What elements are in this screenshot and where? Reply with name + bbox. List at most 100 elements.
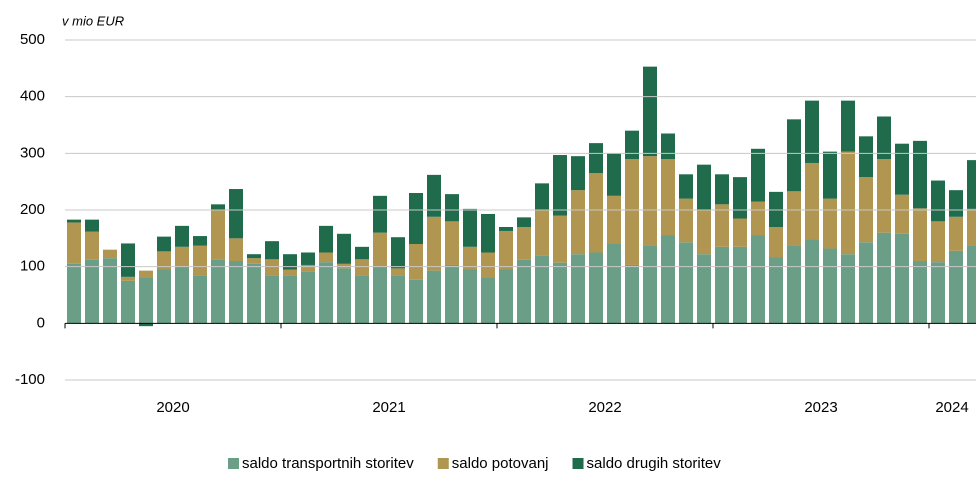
bar-segment — [913, 208, 927, 261]
bar-segment — [661, 133, 675, 159]
bar-segment — [589, 143, 603, 174]
bar-segment — [211, 204, 225, 210]
bar-segment — [805, 239, 819, 324]
legend-label: saldo potovanj — [452, 455, 549, 472]
bar-segment — [319, 225, 333, 253]
bar-segment — [139, 323, 153, 327]
bar-segment — [337, 233, 351, 264]
bar-segment — [319, 252, 333, 263]
bar-segment — [733, 177, 747, 219]
bar-segment — [589, 173, 603, 253]
bar-segment — [841, 100, 855, 152]
legend-swatch — [437, 458, 449, 469]
bar-segment — [751, 235, 765, 324]
bar-segment — [913, 140, 927, 209]
y-tick-label: 100 — [20, 258, 45, 275]
x-tick-label: 2024 — [935, 399, 968, 416]
bar-segment — [967, 160, 976, 209]
y-tick-label: -100 — [15, 371, 45, 388]
bar-segment — [499, 269, 513, 324]
bar-segment — [427, 216, 441, 271]
bar-segment — [139, 270, 153, 278]
y-tick-label: 400 — [20, 88, 45, 105]
legend-label: saldo transportnih storitev — [242, 455, 414, 472]
bar-segment — [769, 191, 783, 227]
bar-segment — [67, 263, 81, 324]
bar-segment — [697, 254, 711, 324]
unit-label: v mio EUR — [62, 13, 124, 28]
bar-segment — [283, 269, 297, 276]
bar-segment — [373, 232, 387, 267]
bar-segment — [229, 261, 243, 324]
bar-segment — [535, 183, 549, 210]
bar-segment — [103, 249, 117, 259]
bar-segment — [337, 263, 351, 269]
bar-segment — [877, 116, 891, 159]
bar-segment — [895, 194, 909, 234]
bar-segment — [499, 230, 513, 270]
bar-segment — [967, 245, 976, 324]
bar-segment — [553, 262, 567, 324]
bar-segment — [427, 174, 441, 217]
bar-segment — [283, 275, 297, 324]
bar-segment — [301, 264, 315, 272]
bar-segment — [517, 217, 531, 227]
bar-segment — [751, 148, 765, 202]
bar-segment — [679, 242, 693, 324]
bar-segment — [85, 259, 99, 324]
bar-segment — [445, 194, 459, 222]
bar-segment — [247, 258, 261, 264]
bar-segment — [805, 100, 819, 163]
bar-segment — [787, 245, 801, 324]
bar-segment — [625, 130, 639, 159]
bar-segment — [931, 262, 945, 324]
bar-segment — [607, 195, 621, 244]
bar-segment — [355, 275, 369, 324]
bar-segment — [715, 174, 729, 205]
bar-segment — [319, 262, 333, 324]
bar-segment — [337, 268, 351, 324]
bar-segment — [121, 243, 135, 277]
bar-segment — [769, 257, 783, 324]
bar-segment — [805, 162, 819, 240]
bar-segment — [283, 254, 297, 270]
bar-segment — [517, 227, 531, 260]
bar-segment — [157, 236, 171, 252]
bar-segment — [715, 246, 729, 324]
bar-segment — [355, 246, 369, 260]
bar-segment — [175, 225, 189, 247]
bar-segment — [373, 195, 387, 233]
bar-segment — [679, 174, 693, 199]
bar-segment — [427, 270, 441, 324]
bar-segment — [733, 218, 747, 247]
bar-segment — [625, 264, 639, 324]
bar-segment — [661, 159, 675, 236]
bar-segment — [157, 251, 171, 270]
bar-segment — [607, 244, 621, 324]
bar-segment — [409, 279, 423, 324]
bar-segment — [859, 242, 873, 324]
bar-segment — [823, 248, 837, 324]
bar-segment — [643, 156, 657, 246]
bar-segment — [481, 252, 495, 278]
bar-segment — [121, 276, 135, 281]
bar-segment — [643, 245, 657, 324]
bar-segment — [949, 216, 963, 251]
bar-segment — [229, 238, 243, 261]
bar-segment — [445, 221, 459, 265]
bar-segment — [481, 278, 495, 324]
bar-segment — [679, 198, 693, 243]
bar-segment — [193, 275, 207, 324]
bar-segment — [715, 204, 729, 247]
bar-segment — [481, 213, 495, 253]
bar-segment — [445, 264, 459, 324]
bar-segment — [391, 275, 405, 324]
bar-segment — [193, 236, 207, 246]
bar-segment — [841, 254, 855, 324]
bar-segment — [571, 254, 585, 324]
bar-segment — [265, 275, 279, 324]
legend-label: saldo drugih storitev — [587, 455, 722, 472]
bar-segment — [877, 232, 891, 324]
bar-segment — [769, 227, 783, 258]
bar-segment — [823, 151, 837, 199]
